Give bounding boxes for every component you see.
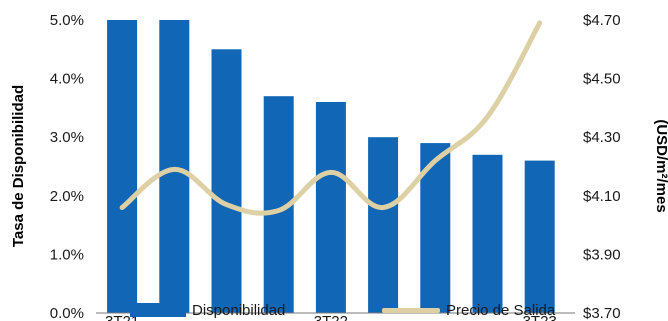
legend-precio-de-salida: Precio de Salida <box>382 299 555 321</box>
x-tick-label: 3T22 <box>314 313 348 321</box>
left-tick-label: 1.0% <box>50 246 84 263</box>
legend-line-label: Precio de Salida <box>446 301 556 319</box>
bar-9 <box>524 160 555 313</box>
bar-2 <box>159 20 190 313</box>
left-tick-label: 5.0% <box>50 12 84 29</box>
right-tick-label: $4.10 <box>583 188 621 205</box>
legend-disponibilidad: Disponibilidad <box>130 299 285 321</box>
bar-3 <box>211 49 242 314</box>
right-tick-label: $4.50 <box>583 71 621 88</box>
right-axis-ticks: $3.70 $3.90 $4.10 $4.30 $4.50 $4.70 <box>583 12 621 321</box>
bar-5 <box>315 102 346 313</box>
left-tick-label: 2.0% <box>50 188 84 205</box>
legend-line-swatch <box>382 307 440 313</box>
legend-bar-label: Disponibilidad <box>192 301 286 319</box>
price-line <box>119 20 543 216</box>
x-tick-label: 3T23 <box>523 313 557 321</box>
left-tick-label: 0.0% <box>50 305 84 321</box>
left-axis-ticks: 0.0% 1.0% 2.0% 3.0% 4.0% 5.0% <box>50 12 84 321</box>
bar-8 <box>472 154 503 313</box>
right-tick-label: $3.70 <box>583 305 621 321</box>
x-tick-label: 3T21 <box>105 313 139 321</box>
x-axis-ticks: 3T21 3T22 3T23 <box>105 313 557 321</box>
right-tick-label: $4.70 <box>583 12 621 29</box>
bar-6 <box>368 137 399 313</box>
bar-series <box>107 20 555 314</box>
legend-bar-swatch <box>130 303 186 317</box>
left-tick-label: 3.0% <box>50 129 84 146</box>
left-tick-label: 4.0% <box>50 71 84 88</box>
right-tick-label: $3.90 <box>583 246 621 263</box>
left-axis-title: Tasa de Disponibilidad <box>10 85 27 247</box>
right-tick-label: $4.30 <box>583 129 621 146</box>
bar-1 <box>107 20 138 313</box>
right-axis-title: (USD/m²/mes <box>653 119 668 212</box>
